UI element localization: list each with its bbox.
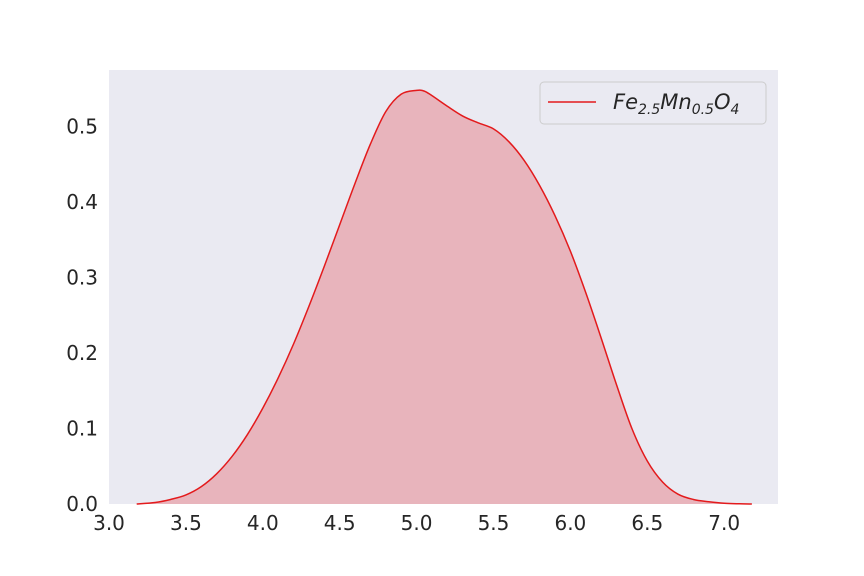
x-tick-label: 7.0 [708, 511, 740, 535]
legend-subscript: 2.5 [638, 102, 660, 118]
legend: Fe2.5Mn0.5O4 [539, 81, 767, 125]
legend-subscript: 4 [731, 102, 740, 118]
y-tick-label: 0.0 [66, 492, 98, 516]
series-layer [136, 89, 752, 505]
legend-element-symbol: Mn [660, 90, 691, 114]
legend-series-name: Fe2.5Mn0.5O4 [613, 90, 739, 118]
density-line [136, 89, 752, 505]
x-tick-label: 6.5 [631, 511, 663, 535]
legend-element-symbol: Fe [613, 90, 638, 114]
x-tick-label: 3.0 [93, 511, 125, 535]
y-axis-ticks: 0.0 0.1 0.2 0.3 0.4 0.5 [66, 115, 98, 516]
y-tick-label: 0.4 [66, 190, 98, 214]
x-tick-label: 4.5 [324, 511, 356, 535]
y-tick-label: 0.2 [66, 341, 98, 365]
legend-subscript: 0.5 [692, 102, 714, 118]
x-tick-label: 4.0 [247, 511, 279, 535]
x-tick-label: 5.5 [478, 511, 510, 535]
density-area-fill [136, 90, 752, 505]
x-tick-label: 5.0 [401, 511, 433, 535]
x-axis-ticks: 3.0 3.5 4.0 4.5 5.0 5.5 6.0 6.5 7.0 [93, 511, 740, 535]
y-tick-label: 0.3 [66, 266, 98, 290]
y-tick-label: 0.5 [66, 115, 98, 139]
x-tick-label: 3.5 [170, 511, 202, 535]
y-tick-label: 0.1 [66, 417, 98, 441]
legend-element-symbol: O [714, 90, 731, 114]
legend-box [539, 81, 767, 125]
x-tick-label: 6.0 [554, 511, 586, 535]
